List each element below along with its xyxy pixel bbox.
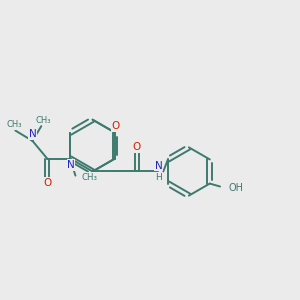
Text: N: N bbox=[28, 129, 36, 140]
Text: CH₃: CH₃ bbox=[82, 172, 98, 182]
Text: O: O bbox=[133, 142, 141, 152]
Text: O: O bbox=[43, 178, 51, 188]
Text: CH₃: CH₃ bbox=[6, 120, 22, 129]
Text: H: H bbox=[155, 173, 162, 182]
Text: OH: OH bbox=[229, 183, 244, 193]
Text: N: N bbox=[155, 160, 163, 171]
Text: CH₃: CH₃ bbox=[35, 116, 50, 125]
Text: N: N bbox=[67, 160, 75, 170]
Text: O: O bbox=[111, 121, 119, 131]
